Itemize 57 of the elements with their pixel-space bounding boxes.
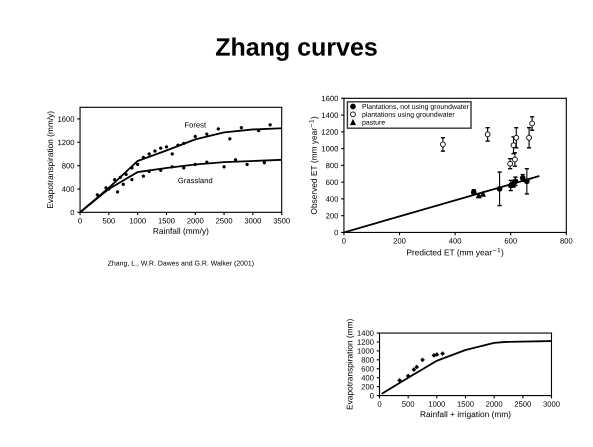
point (262, 161, 266, 164)
point (130, 178, 134, 182)
point (124, 172, 128, 176)
point (96, 193, 100, 196)
point (153, 149, 157, 153)
point (142, 174, 146, 178)
point (412, 367, 416, 372)
chart-title: Zhang curves (216, 37, 377, 61)
point (529, 120, 535, 126)
point (245, 162, 249, 166)
point (148, 170, 151, 174)
point (205, 132, 208, 136)
point (526, 134, 532, 141)
point (414, 364, 419, 370)
point (240, 126, 244, 130)
point (222, 165, 226, 168)
point (496, 186, 502, 192)
point (130, 166, 134, 170)
point (476, 192, 482, 198)
point (480, 191, 486, 197)
point (228, 137, 232, 140)
point (182, 166, 186, 170)
point (216, 127, 220, 131)
point (122, 182, 125, 186)
y-axis-title: Evapotranspiration (mm) (346, 319, 354, 410)
y-axis-title: Observed ET (mm year$^{−1}$) (309, 116, 319, 214)
point (268, 123, 272, 126)
point (234, 158, 238, 162)
point (116, 190, 120, 194)
point (434, 352, 440, 357)
point (104, 186, 108, 190)
point (432, 353, 436, 358)
point (112, 178, 116, 182)
point (164, 145, 168, 149)
x-axis-title: Predicted ET (mm year$^{−1}$) (407, 248, 504, 258)
point (107, 187, 111, 191)
point (420, 358, 425, 362)
y-axis-title: Evapotranspiration (mm/y) (46, 111, 55, 208)
point (148, 152, 151, 156)
point (170, 165, 174, 168)
point (159, 146, 162, 150)
point (397, 378, 402, 383)
point (176, 144, 180, 147)
point (170, 152, 174, 156)
point (507, 160, 514, 167)
x-axis-title: Rainfall (mm/y) (154, 228, 208, 236)
point (118, 176, 122, 179)
point (182, 142, 186, 146)
point (440, 351, 445, 356)
point (524, 178, 530, 184)
point (484, 132, 490, 138)
point (194, 134, 197, 138)
point (136, 162, 140, 166)
point (440, 142, 446, 148)
point (194, 162, 197, 166)
point (512, 156, 518, 162)
x-axis-title: Rainfall + irrigation (mm) (420, 411, 510, 419)
